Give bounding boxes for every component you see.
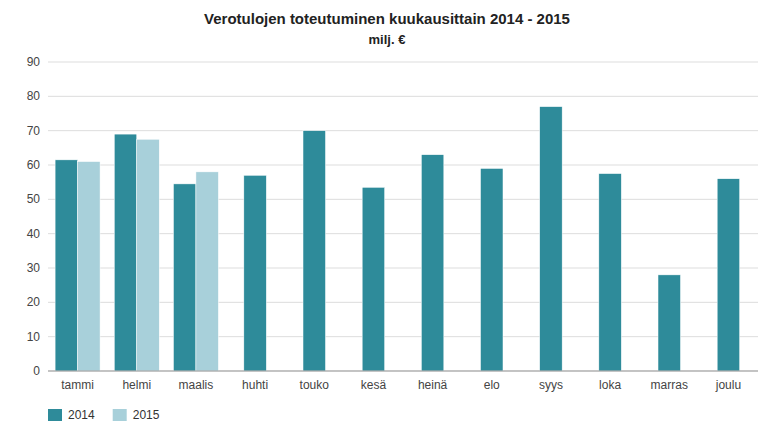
- y-tick-label: 10: [27, 330, 41, 344]
- title: Verotulojen toteutuminen kuukausittain 2…: [204, 10, 570, 27]
- grid-line: [48, 371, 758, 372]
- subtitle: milj. €: [369, 32, 406, 47]
- bar: [421, 155, 443, 371]
- bar: [173, 184, 195, 371]
- y-tick-label: 30: [27, 261, 41, 275]
- bar: [717, 179, 739, 371]
- x-tick-label: tammi: [61, 378, 94, 392]
- bar: [658, 275, 680, 371]
- bar: [114, 134, 136, 371]
- bar: [244, 175, 266, 371]
- bar: [481, 168, 503, 371]
- x-tick-label: syys: [539, 378, 563, 392]
- legend-label: 2015: [133, 408, 160, 422]
- legend: 2014 2015: [48, 408, 160, 422]
- bar: [540, 107, 562, 371]
- x-tick-label: joulu: [715, 378, 741, 392]
- y-axis: 0 10 20 30 40 50 60 70 80 90: [27, 55, 758, 378]
- bar: [78, 162, 100, 371]
- bar: [599, 174, 621, 371]
- grid-line: [48, 96, 758, 97]
- x-tick-label: kesä: [361, 378, 387, 392]
- bar: [362, 187, 384, 371]
- legend-swatch: [113, 409, 127, 421]
- x-axis-line: [48, 371, 758, 372]
- x-tick-label: helmi: [122, 378, 151, 392]
- bar: [303, 131, 325, 371]
- bar: [196, 172, 218, 371]
- y-tick-label: 50: [27, 192, 41, 206]
- y-tick-label: 60: [27, 158, 41, 172]
- bar: [55, 160, 77, 371]
- x-tick-label: heinä: [418, 378, 448, 392]
- grid-line: [48, 130, 758, 131]
- y-tick-label: 20: [27, 295, 41, 309]
- grid-line: [48, 62, 758, 63]
- x-axis: tammi helmi maalis huhti touko kesä heinä elo sy…: [61, 378, 741, 392]
- x-tick-label: marras: [651, 378, 688, 392]
- x-tick-label: touko: [300, 378, 330, 392]
- y-tick-label: 80: [27, 89, 41, 103]
- bars: [55, 107, 740, 371]
- y-tick-label: 40: [27, 227, 41, 241]
- bar: [137, 139, 159, 371]
- x-tick-label: elo: [484, 378, 500, 392]
- legend-label: 2014: [68, 408, 95, 422]
- y-tick-label: 90: [27, 55, 41, 69]
- y-tick-label: 0: [33, 364, 40, 378]
- y-tick-label: 70: [27, 124, 41, 138]
- chart-svg: Verotulojen toteutuminen kuukausittain 2…: [0, 0, 774, 441]
- x-tick-label: huhti: [242, 378, 268, 392]
- legend-swatch: [48, 409, 62, 421]
- x-tick-label: loka: [599, 378, 621, 392]
- x-tick-label: maalis: [179, 378, 214, 392]
- chart-container: Verotulojen toteutuminen kuukausittain 2…: [0, 0, 774, 441]
